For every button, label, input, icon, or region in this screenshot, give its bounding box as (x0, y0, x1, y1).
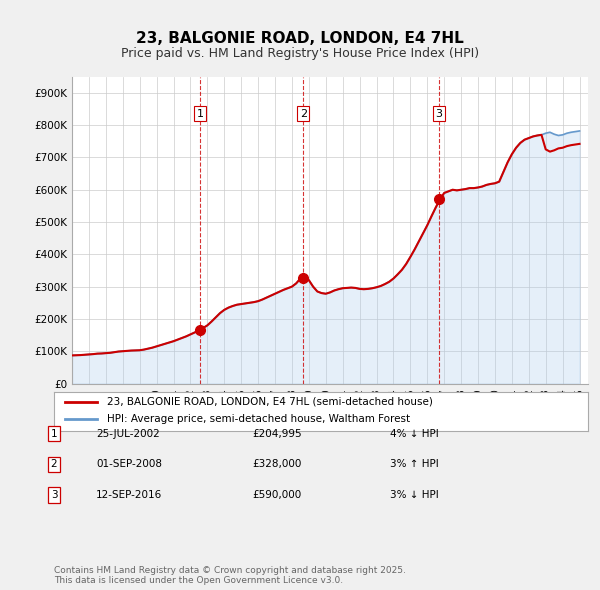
Text: 1: 1 (50, 429, 58, 438)
Text: 1: 1 (196, 109, 203, 119)
Text: 2: 2 (50, 460, 58, 469)
Text: 12-SEP-2016: 12-SEP-2016 (96, 490, 162, 500)
Text: 01-SEP-2008: 01-SEP-2008 (96, 460, 162, 469)
Text: 23, BALGONIE ROAD, LONDON, E4 7HL (semi-detached house): 23, BALGONIE ROAD, LONDON, E4 7HL (semi-… (107, 397, 433, 407)
Text: 3% ↓ HPI: 3% ↓ HPI (390, 490, 439, 500)
Text: HPI: Average price, semi-detached house, Waltham Forest: HPI: Average price, semi-detached house,… (107, 414, 410, 424)
Text: 25-JUL-2002: 25-JUL-2002 (96, 429, 160, 438)
Text: £204,995: £204,995 (252, 429, 302, 438)
Text: £328,000: £328,000 (252, 460, 301, 469)
Text: 23, BALGONIE ROAD, LONDON, E4 7HL: 23, BALGONIE ROAD, LONDON, E4 7HL (136, 31, 464, 46)
Text: 4% ↓ HPI: 4% ↓ HPI (390, 429, 439, 438)
Text: 2: 2 (300, 109, 307, 119)
Text: £590,000: £590,000 (252, 490, 301, 500)
Text: Contains HM Land Registry data © Crown copyright and database right 2025.
This d: Contains HM Land Registry data © Crown c… (54, 566, 406, 585)
Text: 3% ↑ HPI: 3% ↑ HPI (390, 460, 439, 469)
Text: 3: 3 (436, 109, 443, 119)
Text: 3: 3 (50, 490, 58, 500)
Text: Price paid vs. HM Land Registry's House Price Index (HPI): Price paid vs. HM Land Registry's House … (121, 47, 479, 60)
